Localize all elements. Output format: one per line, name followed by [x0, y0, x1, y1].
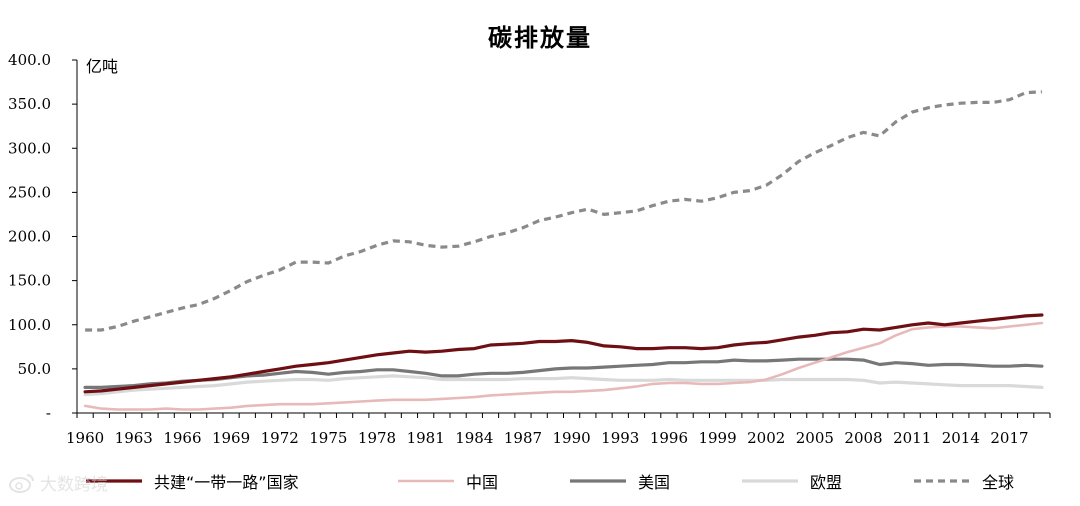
y-tick-label: 50.0: [18, 360, 51, 378]
y-tick-label: 400.0: [8, 51, 51, 69]
weibo-logo-icon: [9, 473, 34, 493]
legend-label: 全球: [982, 473, 1015, 492]
x-tick-label: 1972: [261, 429, 299, 447]
legend-label: 共建“一带一路”国家: [154, 473, 299, 492]
series-line-3: [83, 374, 1044, 397]
x-tick-label: 1996: [650, 429, 688, 447]
x-tick-label: 1966: [163, 429, 201, 447]
x-tick-label: 2008: [844, 429, 882, 447]
x-tick-label: 2005: [796, 429, 834, 447]
series-line-4: [85, 90, 1042, 332]
legend-label: 欧盟: [810, 473, 843, 492]
x-tick-label: 2011: [893, 429, 931, 447]
x-tick-label: 2014: [942, 429, 980, 447]
watermark-text: 大数跨境: [40, 475, 108, 495]
legend-item: 欧盟: [740, 466, 842, 496]
legend-swatch: [742, 479, 798, 483]
legend-label: 美国: [638, 473, 671, 492]
legend-swatch: [86, 479, 142, 483]
y-unit-label: 亿吨: [86, 57, 118, 76]
chart-title: 碳排放量: [488, 24, 592, 52]
x-tick-label: 2017: [990, 429, 1028, 447]
x-tick-label: 1978: [358, 429, 396, 447]
legend-swatch: [398, 479, 454, 483]
y-tick-label: -: [46, 404, 51, 422]
x-tick-label: 1984: [455, 429, 493, 447]
x-tick-label: 1993: [601, 429, 639, 447]
legend: 共建“一带一路”国家 中国 美国 欧盟 全球: [0, 466, 1080, 496]
x-tick-label: 1990: [553, 429, 591, 447]
x-tick-label: 2002: [747, 429, 785, 447]
legend-swatch: [914, 479, 970, 483]
y-tick-label: 350.0: [8, 95, 51, 113]
y-tick-label: 250.0: [8, 183, 51, 201]
x-tick-label: 1999: [698, 429, 736, 447]
y-tick-label: 150.0: [8, 272, 51, 290]
x-tick-label: 1969: [212, 429, 250, 447]
x-tick-label: 1981: [407, 429, 445, 447]
legend-swatch: [570, 479, 626, 483]
x-tick-label: 1987: [504, 429, 542, 447]
y-tick-label: 200.0: [8, 228, 51, 246]
legend-item: 共建“一带一路”国家: [84, 466, 299, 496]
legend-item: 美国: [568, 466, 670, 496]
legend-label: 中国: [466, 473, 499, 492]
series-line-1: [83, 321, 1044, 411]
series-layer: [83, 90, 1044, 411]
legend-item: 中国: [396, 466, 498, 496]
watermark: 大数跨境: [8, 470, 108, 495]
x-tick-label: 1975: [309, 429, 347, 447]
y-tick-label: 300.0: [8, 139, 51, 157]
legend-item: 全球: [912, 466, 1014, 496]
series-line-0: [83, 313, 1044, 394]
x-tick-label: 1963: [115, 429, 153, 447]
axes: - 50.0 100.0 150.0 200.0 250.0 300.0 350.0 400.0…: [8, 51, 1051, 447]
x-tick-label: 1960: [66, 429, 104, 447]
y-tick-label: 100.0: [8, 316, 51, 334]
